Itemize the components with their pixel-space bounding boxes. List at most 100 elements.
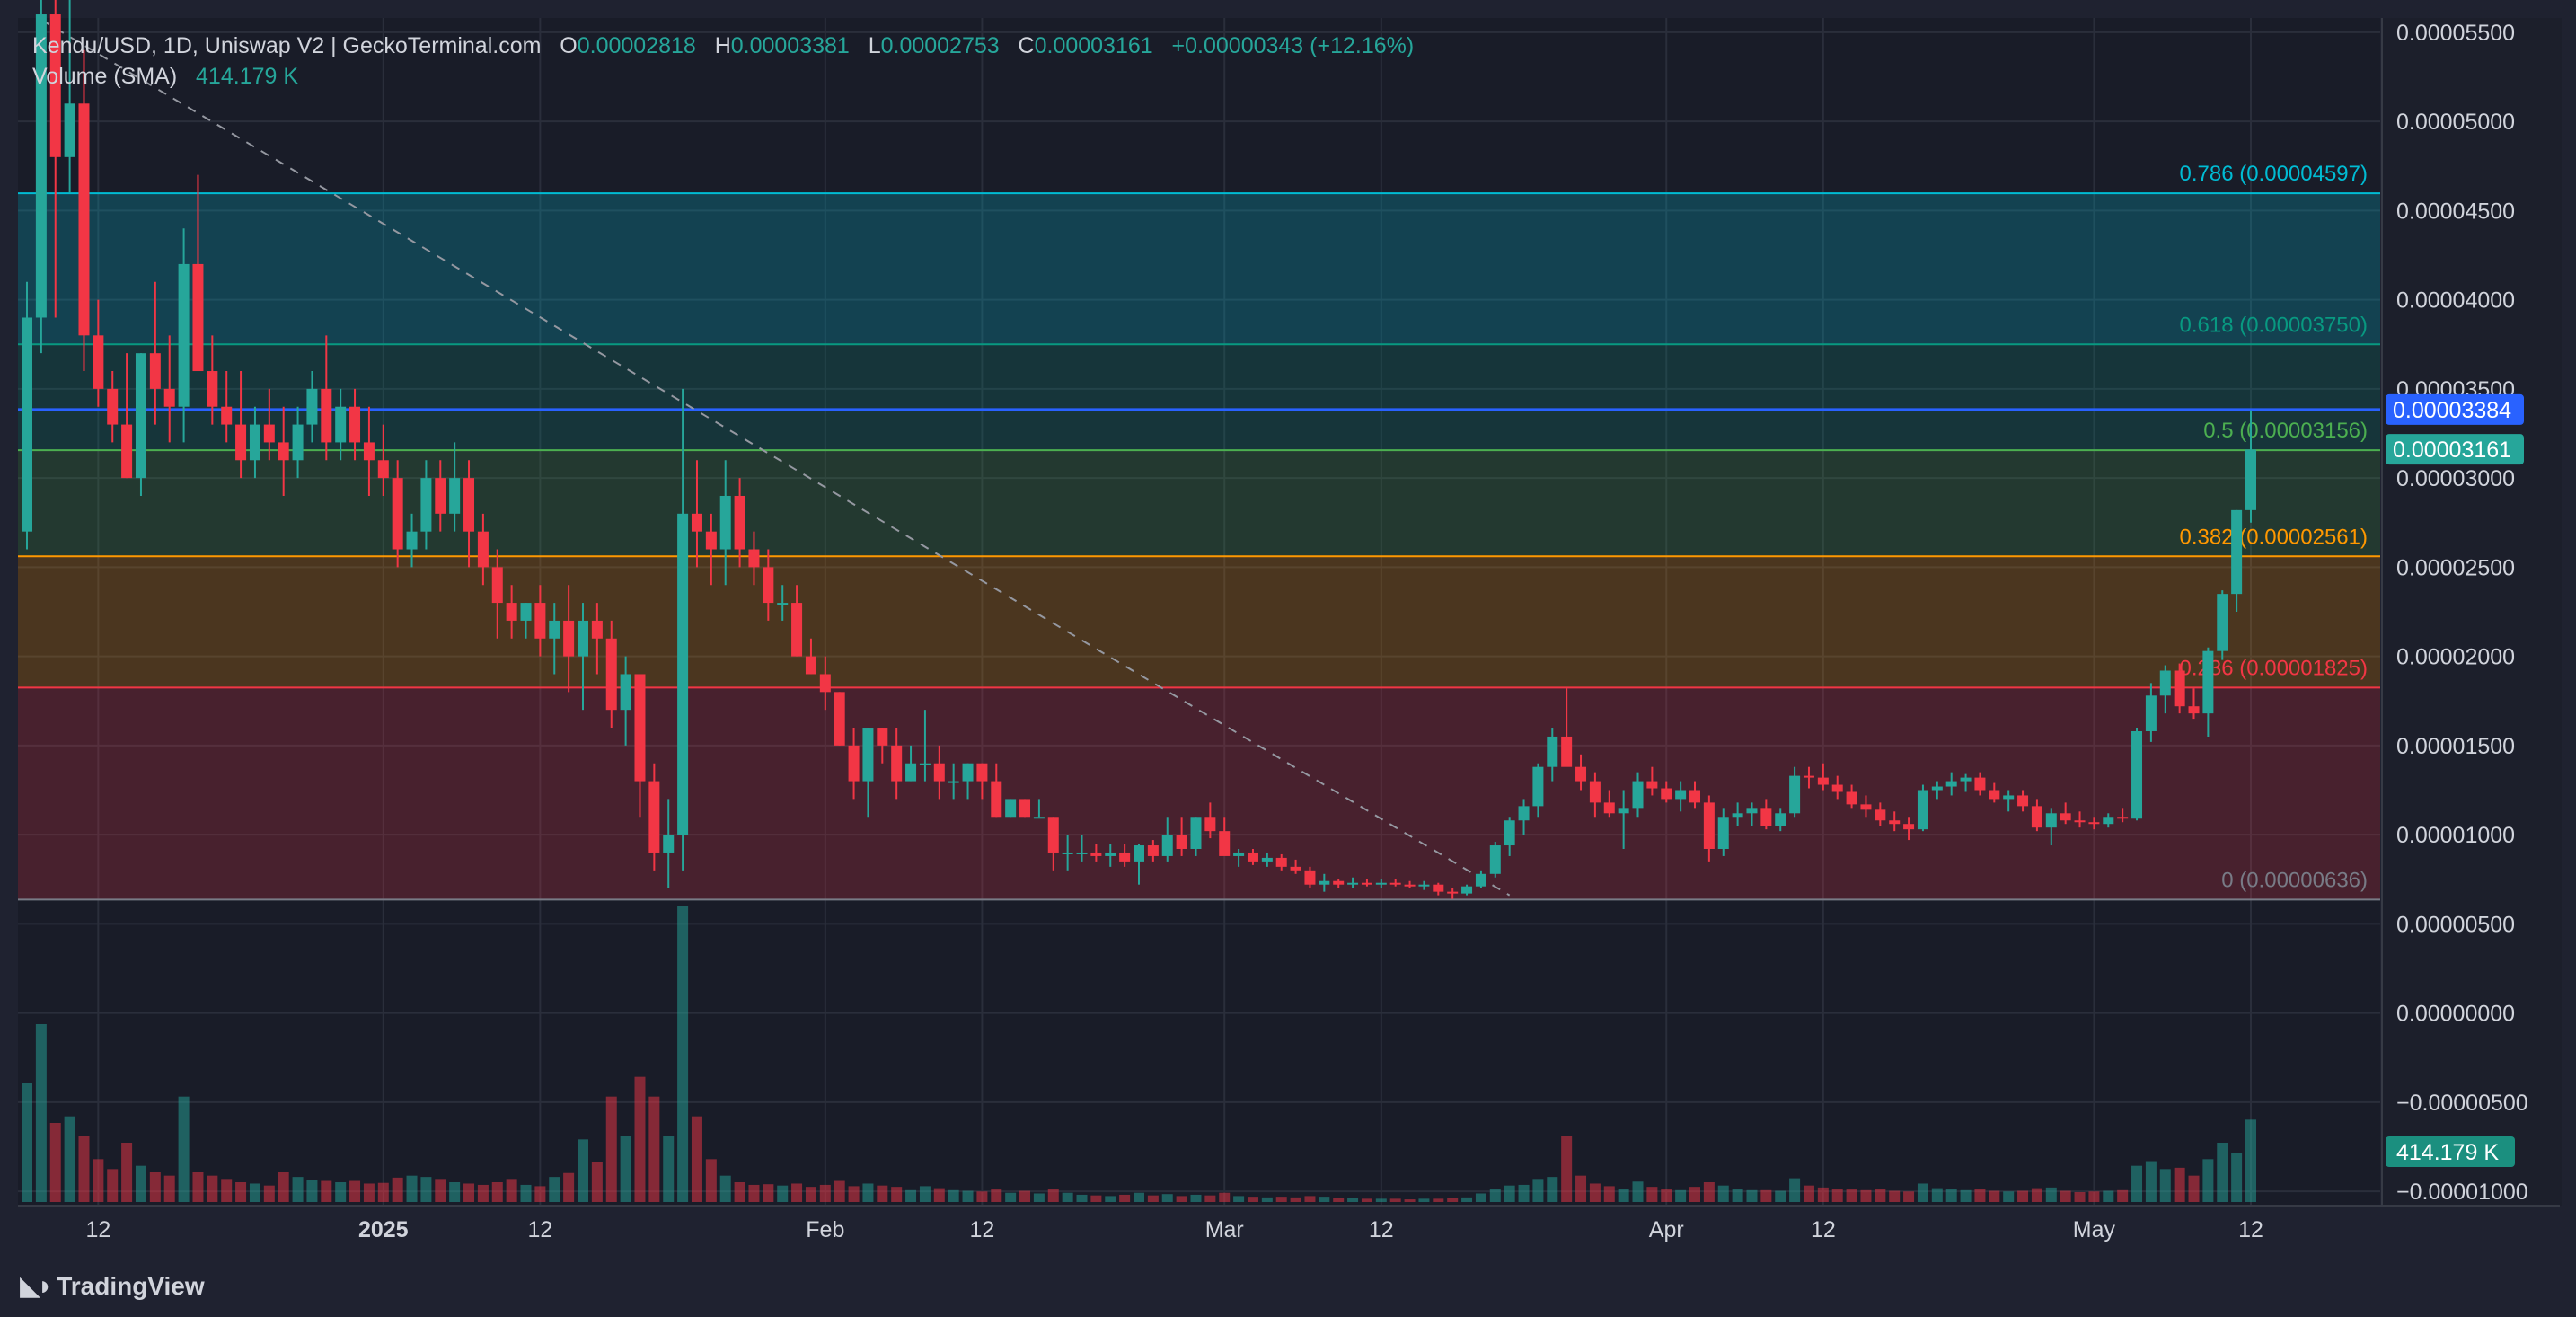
volume-bar xyxy=(777,1185,789,1202)
candle-body xyxy=(1447,891,1459,894)
candle-body xyxy=(905,763,917,782)
candle xyxy=(1304,866,1316,888)
candle-body xyxy=(1147,845,1159,856)
volume-bar xyxy=(1632,1181,1644,1202)
candle-body xyxy=(1589,781,1601,803)
candle-body xyxy=(306,388,318,425)
price-axis-panel xyxy=(2382,18,2562,1206)
candle xyxy=(1760,799,1772,830)
candle-body xyxy=(1803,775,1814,778)
time-tick-label: May xyxy=(2073,1217,2116,1242)
candle xyxy=(1389,879,1401,887)
volume-bar xyxy=(2159,1169,2171,1202)
volume-bar xyxy=(93,1159,104,1202)
volume-bar xyxy=(406,1175,418,1202)
candle-body xyxy=(249,424,260,461)
candle-body xyxy=(1504,820,1515,846)
volume-bar xyxy=(848,1186,860,1202)
volume-bar xyxy=(2003,1191,2015,1202)
candle xyxy=(834,692,845,746)
candle xyxy=(1931,781,1943,800)
current-price-badge: 0.00003161 xyxy=(2386,434,2524,465)
candle-body xyxy=(1903,824,1915,830)
time-tick-label: Feb xyxy=(806,1217,844,1242)
candle xyxy=(449,442,461,532)
volume-bar xyxy=(1760,1189,1772,1202)
candle-body xyxy=(719,495,731,550)
candle xyxy=(1875,802,1886,826)
volume-bar xyxy=(1375,1198,1387,1202)
low-value: 0.00002753 xyxy=(880,33,1000,58)
candle-body xyxy=(1433,884,1444,892)
volume-bar xyxy=(919,1186,931,1202)
volume-bar xyxy=(962,1190,974,1202)
candle-body xyxy=(1489,845,1501,874)
volume-bar xyxy=(719,1175,731,1202)
candle-body xyxy=(1945,781,1957,787)
candle xyxy=(78,49,90,372)
symbol-info: Kendu/USD, 1D, Uniswap V2 | GeckoTermina… xyxy=(32,33,542,58)
volume-bar xyxy=(933,1188,945,1202)
time-axis-labels: 12 2025 12 Feb 12 Mar 12 Apr 12 May 12 xyxy=(85,1217,2263,1242)
candle xyxy=(2074,811,2086,828)
candle xyxy=(377,424,389,496)
tradingview-logo-icon: ◣◗ xyxy=(20,1271,53,1301)
volume-bar xyxy=(1161,1194,1173,1202)
candle xyxy=(1989,782,2000,803)
price-tick-label: 0.00003000 xyxy=(2396,466,2515,491)
candle xyxy=(848,728,860,800)
volume-bar xyxy=(1489,1189,1501,1202)
candle xyxy=(2159,665,2171,714)
fib-label: 0.618 (0.00003750) xyxy=(2179,313,2368,337)
volume-bar xyxy=(605,1096,617,1202)
brand-name: TradingView xyxy=(57,1271,205,1300)
volume-bar xyxy=(506,1179,517,1202)
volume-bar xyxy=(221,1179,233,1202)
volume-bar xyxy=(1233,1196,1245,1202)
fib-label: 0.5 (0.00003156) xyxy=(2203,419,2368,443)
candle xyxy=(1062,835,1073,871)
candle xyxy=(1147,840,1159,862)
candle-body xyxy=(663,835,675,853)
candle-body xyxy=(2060,813,2071,821)
candle xyxy=(620,656,631,746)
volume-bar xyxy=(363,1183,375,1202)
candle-body xyxy=(591,620,603,639)
volume-bar xyxy=(1945,1189,1957,1202)
candle xyxy=(1319,873,1330,892)
candle-body xyxy=(848,745,860,782)
volume-bar xyxy=(578,1139,588,1202)
candle-body xyxy=(491,567,503,604)
candle xyxy=(235,371,247,479)
candle xyxy=(249,406,260,479)
candle-body xyxy=(2245,449,2256,510)
candle-body xyxy=(1219,831,1231,856)
candle xyxy=(605,620,617,729)
tradingview-brand[interactable]: ◣◗ TradingView xyxy=(20,1270,205,1302)
candle-body xyxy=(235,424,247,461)
price-tick-label: 0.00001000 xyxy=(2396,823,2515,848)
candle-body xyxy=(477,531,489,568)
candle-body xyxy=(93,335,104,389)
candle-body xyxy=(1290,866,1301,871)
volume-bar xyxy=(1204,1195,1216,1202)
candle-body xyxy=(192,263,204,372)
candle-body xyxy=(1062,852,1073,854)
volume-bar xyxy=(2117,1189,2129,1202)
price-tick-label: 0.00005500 xyxy=(2396,21,2515,46)
volume-bar xyxy=(335,1182,347,1202)
volume-bar xyxy=(207,1175,218,1202)
volume-bar xyxy=(1603,1186,1615,1202)
candle xyxy=(2145,683,2157,742)
candle-body xyxy=(2159,670,2171,696)
volume-bar xyxy=(819,1184,831,1202)
candle xyxy=(1717,808,1729,856)
volume-bar xyxy=(1247,1197,1258,1202)
candle xyxy=(1047,817,1059,871)
volume-bar xyxy=(1176,1196,1187,1202)
candle-body xyxy=(1547,736,1558,767)
candle-body xyxy=(777,603,789,605)
volume-bar xyxy=(2131,1165,2143,1202)
candle xyxy=(1233,849,1245,867)
